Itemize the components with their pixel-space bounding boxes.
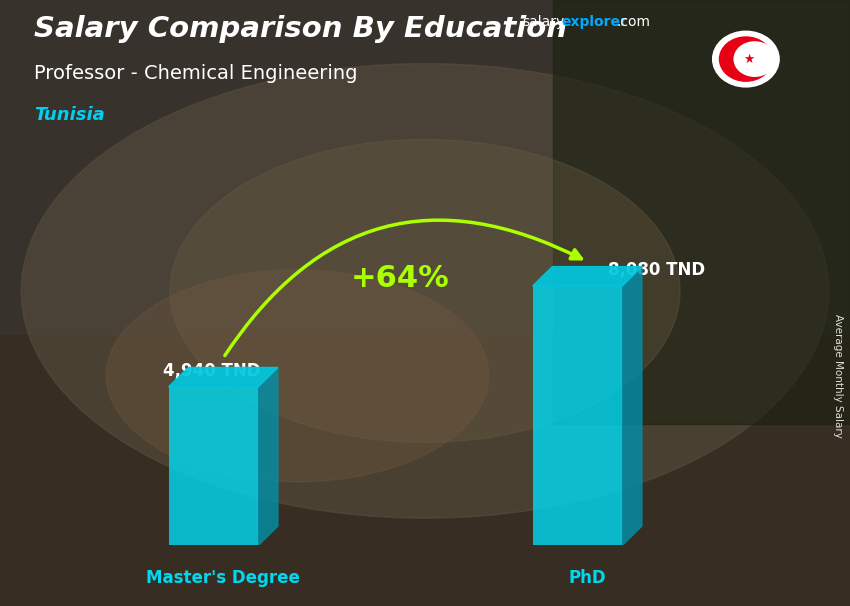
Bar [0, 333, 850, 606]
Bar [552, 0, 850, 424]
Bar [168, 387, 258, 545]
Text: ★: ★ [743, 53, 755, 65]
Polygon shape [622, 267, 642, 545]
Ellipse shape [106, 270, 489, 482]
Text: explorer: explorer [561, 15, 626, 29]
Text: Professor - Chemical Engineering: Professor - Chemical Engineering [34, 64, 358, 82]
Text: PhD: PhD [569, 570, 606, 587]
Text: +64%: +64% [350, 264, 449, 293]
Text: Salary Comparison By Education: Salary Comparison By Education [34, 15, 567, 43]
Polygon shape [168, 367, 278, 387]
Circle shape [719, 37, 773, 81]
Text: Master's Degree: Master's Degree [146, 570, 300, 587]
Circle shape [712, 32, 779, 87]
Text: Tunisia: Tunisia [34, 106, 105, 124]
Ellipse shape [21, 64, 829, 518]
Text: 8,080 TND: 8,080 TND [609, 261, 706, 279]
Bar [533, 286, 622, 545]
Polygon shape [258, 367, 278, 545]
Text: Average Monthly Salary: Average Monthly Salary [833, 314, 843, 438]
Ellipse shape [170, 139, 680, 442]
Polygon shape [533, 267, 642, 286]
Bar [0, 0, 850, 333]
Circle shape [734, 42, 775, 76]
Text: .com: .com [616, 15, 650, 29]
Text: 4,940 TND: 4,940 TND [163, 362, 261, 381]
Text: salary: salary [523, 15, 565, 29]
